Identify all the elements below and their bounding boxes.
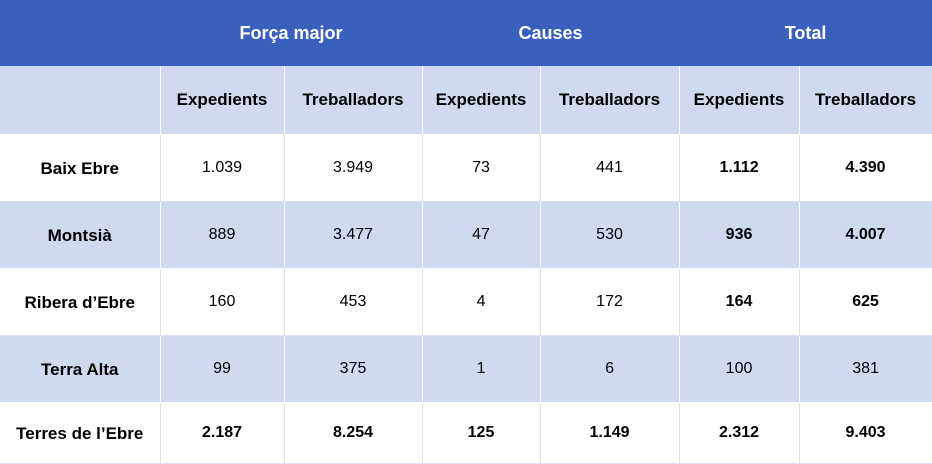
sub-header-blank [0,66,161,135]
table-cell-total: 1.112 [679,134,800,202]
sub-header-row: Expedients Treballadors Expedients Treba… [0,66,932,135]
corner-cell [0,0,160,66]
table-row: Montsià 889 3.477 47 530 936 4.007 [0,201,932,269]
table-cell: 889 [160,201,285,269]
table-cell-total: 625 [799,268,932,336]
sub-header-treballadors: Treballadors [799,66,932,135]
table-row-total: Terres de l’Ebre 2.187 8.254 125 1.149 2… [0,402,932,464]
group-header-forca-major: Força major [160,0,423,66]
table-cell: 453 [284,268,423,336]
row-header: Baix Ebre [0,134,161,202]
group-header-causes: Causes [422,0,680,66]
row-header: Terra Alta [0,335,161,403]
table-cell-total: 164 [679,268,800,336]
table-cell: 47 [422,201,541,269]
table-cell: 2.187 [160,402,285,464]
sub-header-expedients: Expedients [422,66,541,135]
table-cell: 6 [540,335,680,403]
table-cell: 172 [540,268,680,336]
table-cell-total: 100 [679,335,800,403]
table-cell-total: 2.312 [679,402,800,464]
table-row: Terra Alta 99 375 1 6 100 381 [0,335,932,403]
sub-header-treballadors: Treballadors [284,66,423,135]
table-cell: 441 [540,134,680,202]
row-header: Ribera d’Ebre [0,268,161,336]
table-cell: 530 [540,201,680,269]
sub-header-expedients: Expedients [160,66,285,135]
row-header: Terres de l’Ebre [0,402,161,464]
table-cell-total: 381 [799,335,932,403]
table-cell: 1 [422,335,541,403]
table-cell: 73 [422,134,541,202]
table-cell: 1.039 [160,134,285,202]
group-header-total: Total [679,0,932,66]
table-cell-total: 936 [679,201,800,269]
table-row: Baix Ebre 1.039 3.949 73 441 1.112 4.390 [0,134,932,202]
sub-header-treballadors: Treballadors [540,66,680,135]
table-cell-total: 4.007 [799,201,932,269]
table-cell: 1.149 [540,402,680,464]
table-cell: 3.949 [284,134,423,202]
group-header-row: Força major Causes Total [0,0,932,66]
table-cell: 125 [422,402,541,464]
sub-header-expedients: Expedients [679,66,800,135]
table-cell-total: 4.390 [799,134,932,202]
table-cell: 99 [160,335,285,403]
table-row: Ribera d’Ebre 160 453 4 172 164 625 [0,268,932,336]
row-header: Montsià [0,201,161,269]
table-cell: 375 [284,335,423,403]
table-cell-total: 9.403 [799,402,932,464]
table-cell: 8.254 [284,402,423,464]
table-cell: 3.477 [284,201,423,269]
table-cell: 160 [160,268,285,336]
table-cell: 4 [422,268,541,336]
